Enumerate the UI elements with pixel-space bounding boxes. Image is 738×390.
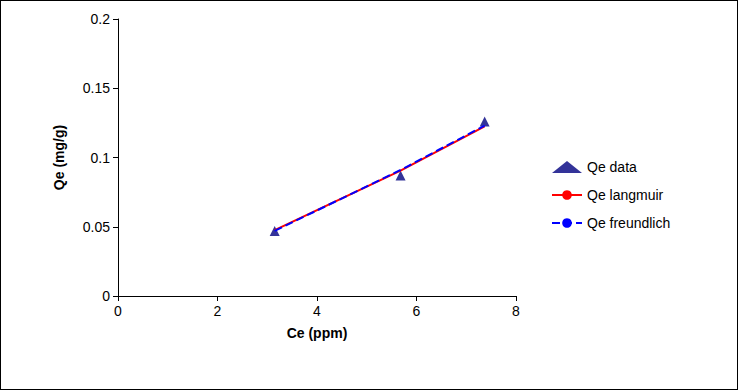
svg-text:Qe (mg/g): Qe (mg/g) [51, 125, 67, 190]
svg-text:Ce (ppm): Ce (ppm) [287, 325, 348, 341]
svg-text:0: 0 [102, 288, 110, 304]
svg-text:2: 2 [214, 303, 222, 319]
svg-text:Qe data: Qe data [587, 159, 637, 175]
svg-text:0.2: 0.2 [91, 11, 111, 27]
svg-text:Qe langmuir: Qe langmuir [587, 187, 664, 203]
svg-text:0: 0 [114, 303, 122, 319]
svg-text:0.05: 0.05 [83, 219, 110, 235]
svg-text:4: 4 [313, 303, 321, 319]
svg-text:6: 6 [413, 303, 421, 319]
svg-text:Qe freundlich: Qe freundlich [587, 215, 670, 231]
svg-text:0.15: 0.15 [83, 80, 110, 96]
svg-text:8: 8 [512, 303, 520, 319]
svg-text:0.1: 0.1 [91, 150, 111, 166]
